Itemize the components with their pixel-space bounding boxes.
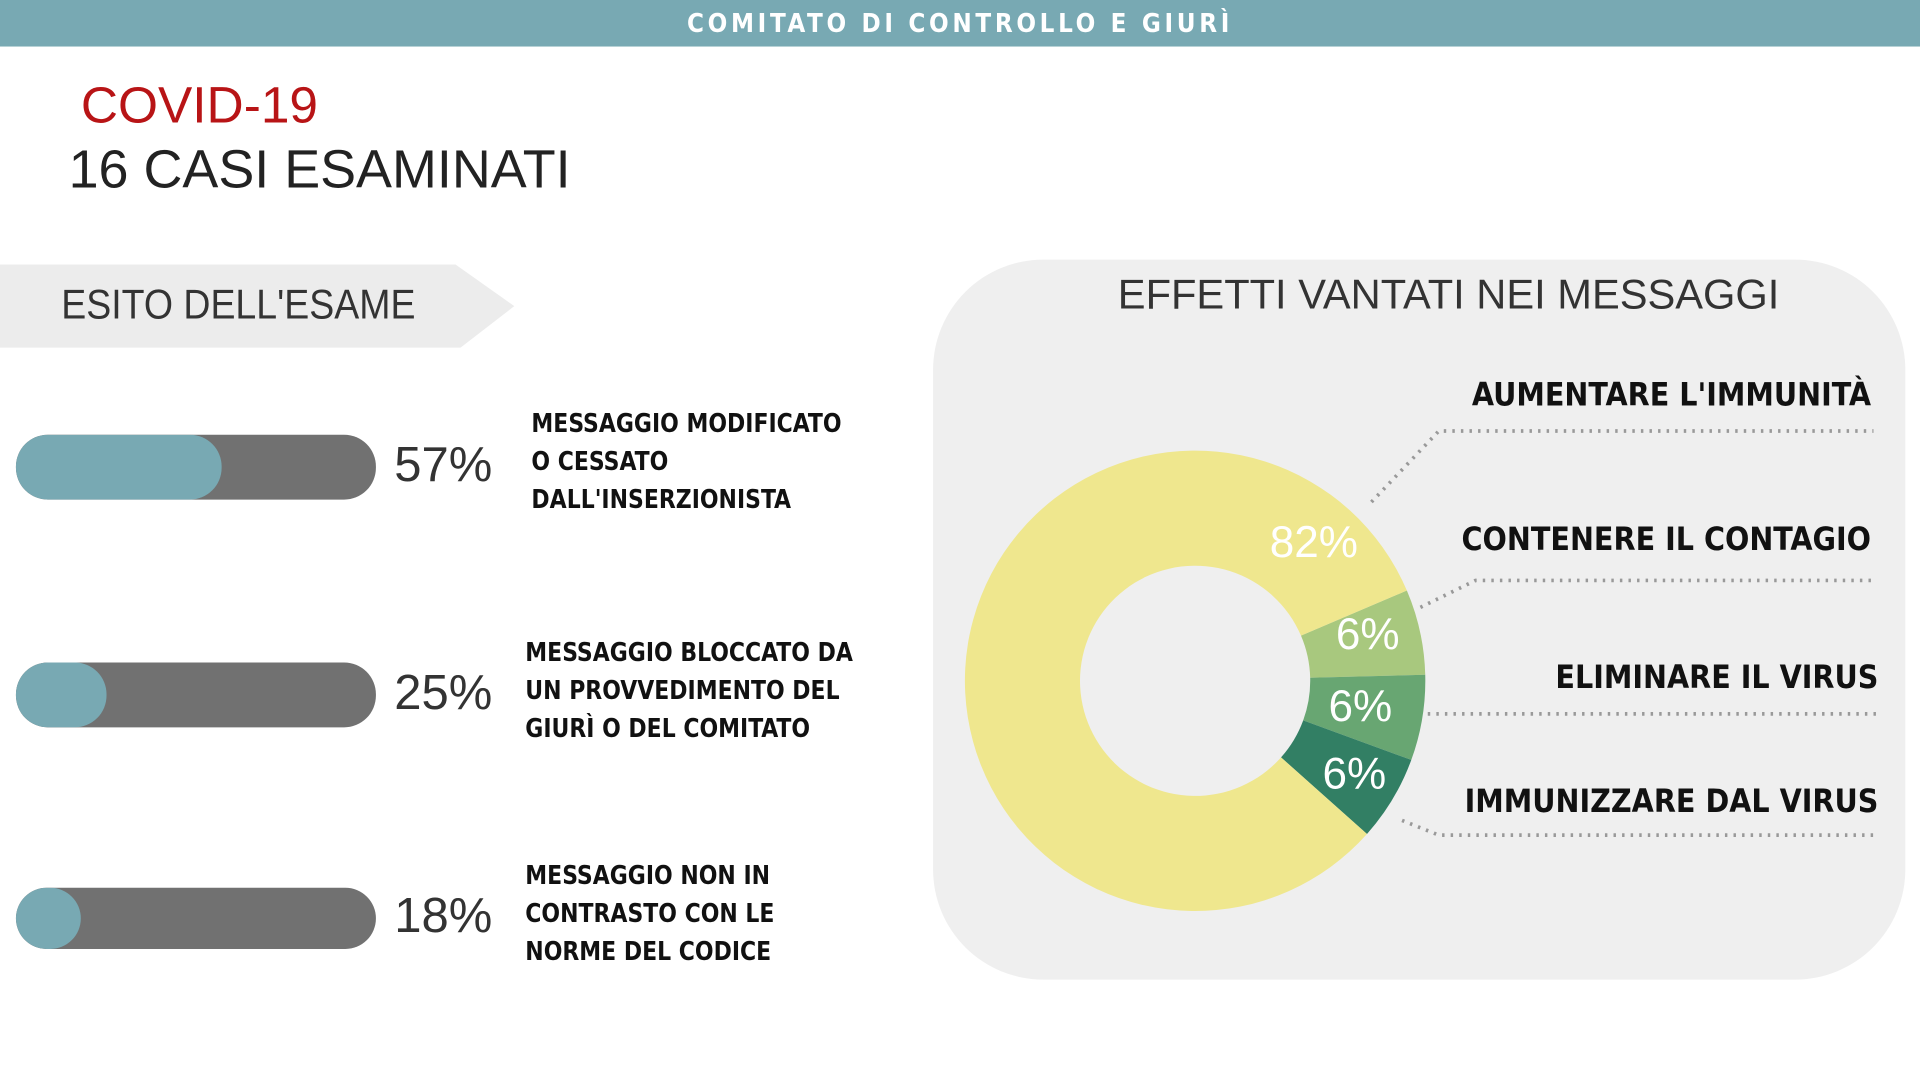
leader-line	[1401, 818, 1874, 837]
topic-title: COVID-19	[80, 75, 319, 134]
outcome-bar-blocked	[15, 662, 376, 728]
legend-label: ELIMINARE IL VIRUS	[1555, 660, 1879, 697]
donut-slice	[1300, 590, 1426, 678]
bar-fill	[15, 662, 106, 728]
outcome-bar-modified	[15, 434, 376, 500]
cases-count: 16 CASI ESAMINATI	[68, 139, 571, 200]
header-title: COMITATO DI CONTROLLO E GIURÌ	[686, 8, 1234, 38]
leader-line	[1419, 578, 1876, 610]
data-label: 6%	[1336, 610, 1400, 659]
outcome-bar-compliant	[15, 887, 376, 949]
leader-lines	[1370, 429, 1881, 837]
legend-label: IMMUNIZZARE DAL VIRUS	[1464, 783, 1879, 821]
donut-slice	[1303, 674, 1426, 760]
outcome-description: MESSAGGIO BLOCCATO DA UN PROVVEDIMENTO DE…	[525, 637, 853, 744]
legend-label: CONTENERE IL CONTAGIO	[1461, 521, 1872, 559]
bar-fill	[15, 887, 81, 949]
donut-slice	[1281, 720, 1412, 834]
outcome-banner	[0, 264, 515, 348]
outcome-percent: 57%	[394, 438, 493, 493]
bar-fill	[15, 434, 222, 500]
donut-slice	[964, 450, 1407, 912]
outcome-description: MESSAGGIO NON IN CONTRASTO CON LE NORME DE…	[525, 860, 775, 967]
data-label: 82%	[1270, 518, 1358, 567]
header-bar: COMITATO DI CONTROLLO E GIURÌ	[0, 0, 1920, 47]
outcome-title: ESITO DELL'ESAME	[61, 281, 416, 329]
legend-label: AUMENTARE L'IMMUNITÀ	[1471, 377, 1872, 414]
outcome-description: MESSAGGIO MODIFICATO O CESSATO DALL'INSERZ…	[531, 408, 842, 515]
data-label: 6%	[1322, 750, 1386, 799]
chart-title: EFFETTI VANTATI NEI MESSAGGI	[1117, 271, 1780, 319]
data-label: 6%	[1329, 682, 1393, 731]
outcome-percent: 18%	[394, 888, 493, 943]
leader-line	[1370, 429, 1874, 504]
outcome-percent: 25%	[394, 666, 493, 721]
